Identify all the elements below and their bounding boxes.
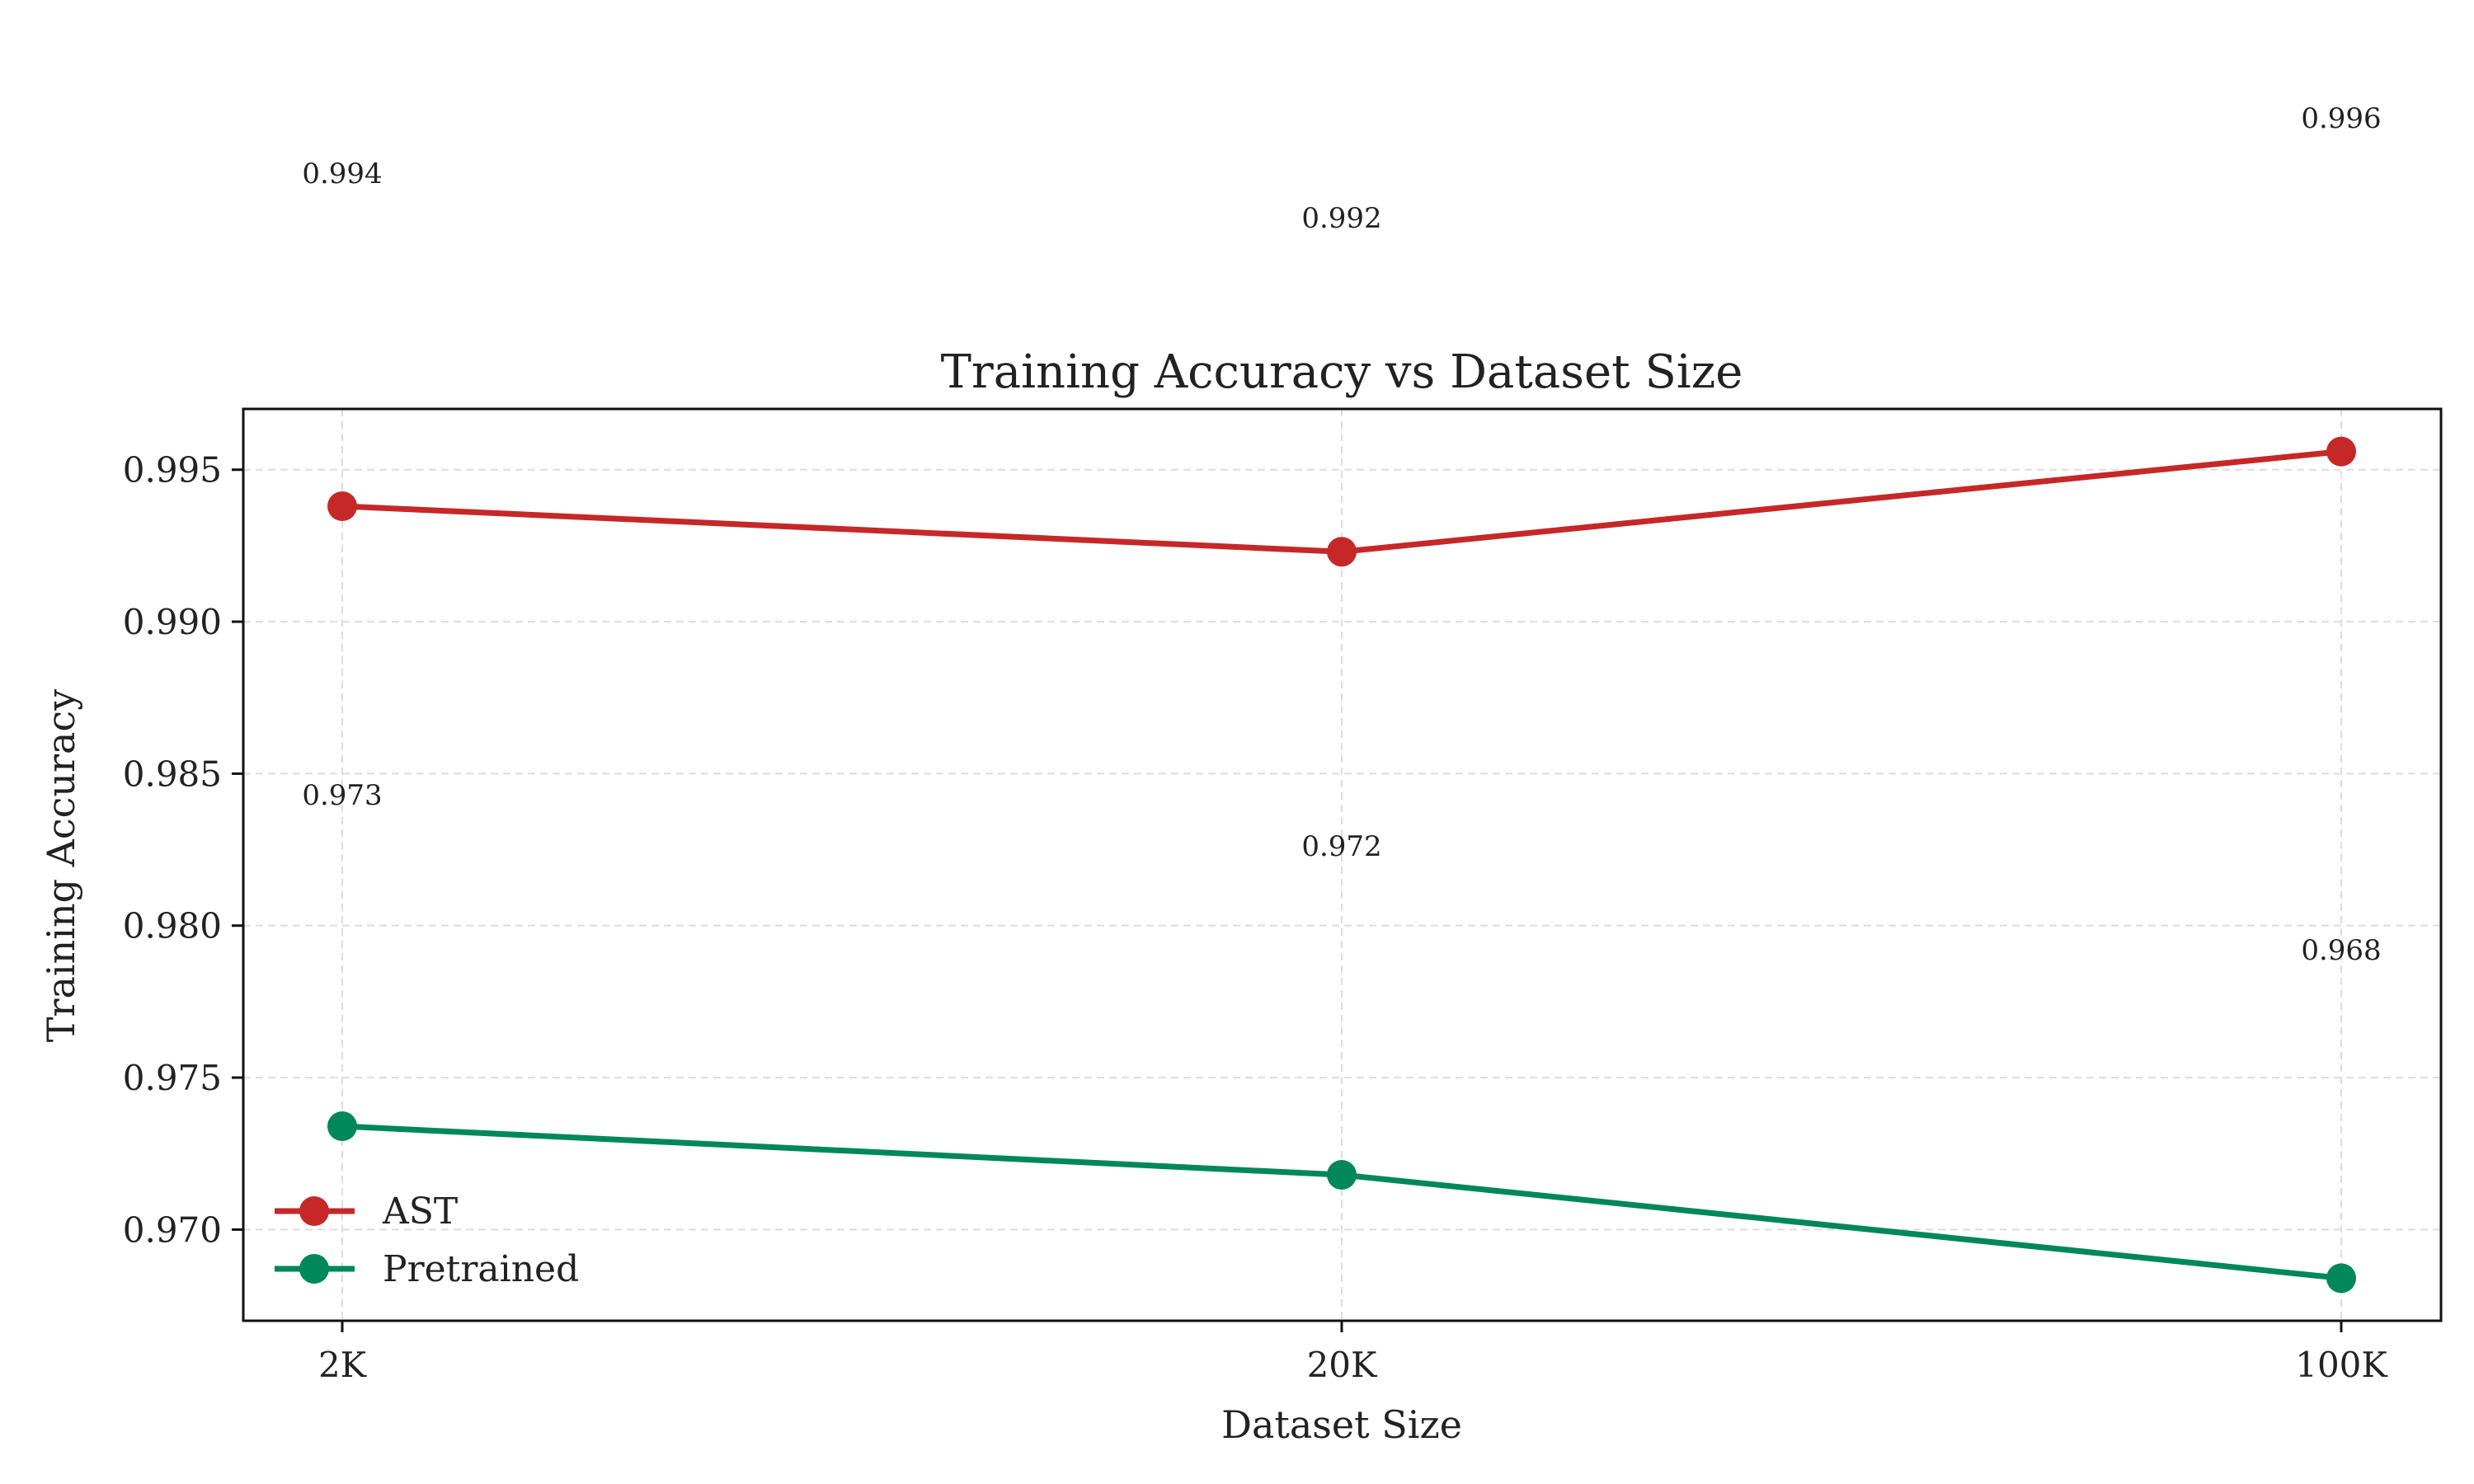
x-axis-title: Dataset Size	[1221, 1402, 1462, 1447]
y-tick-label: 0.990	[123, 602, 222, 642]
chart-title: Training Accuracy vs Dataset Size	[941, 345, 1743, 399]
legend-label: AST	[382, 1190, 458, 1233]
legend-swatch-marker	[299, 1254, 329, 1284]
data-label-pretrained: 0.973	[302, 779, 382, 812]
data-point-pretrained	[2326, 1263, 2356, 1294]
y-tick-label: 0.970	[123, 1209, 222, 1250]
y-axis: 0.970 0.975 0.980 0.985 0.990 0.995	[123, 450, 243, 1250]
y-axis-title: Training Accuracy	[39, 689, 83, 1042]
y-tick-label: 0.985	[123, 754, 222, 794]
x-axis: 2K 20K 100K	[318, 1321, 2388, 1385]
data-point-ast	[327, 491, 357, 521]
legend-label: Pretrained	[383, 1248, 579, 1290]
data-label-pretrained: 0.972	[1301, 830, 1381, 863]
series-group	[327, 436, 2356, 1294]
x-tick-label: 2K	[318, 1345, 368, 1385]
y-tick-label: 0.980	[123, 906, 222, 946]
legend-swatch-marker	[299, 1196, 329, 1226]
data-point-ast	[2326, 436, 2356, 467]
x-tick-label: 20K	[1307, 1345, 1378, 1385]
legend-item-pretrained: Pretrained	[275, 1248, 579, 1290]
legend: AST Pretrained	[275, 1190, 579, 1290]
x-tick-label: 100K	[2295, 1345, 2388, 1385]
data-labels: 0.994 0.992 0.996 0.973 0.972 0.968	[302, 102, 2381, 967]
data-label-ast: 0.996	[2301, 102, 2381, 135]
data-point-pretrained	[1327, 1160, 1357, 1190]
y-tick-label: 0.995	[123, 450, 222, 491]
data-point-pretrained	[327, 1111, 357, 1142]
y-tick-label: 0.975	[123, 1058, 222, 1098]
legend-item-ast: AST	[275, 1190, 458, 1233]
data-point-ast	[1327, 537, 1357, 567]
data-label-ast: 0.992	[1301, 202, 1381, 235]
data-label-pretrained: 0.968	[2301, 934, 2381, 967]
data-label-ast: 0.994	[302, 157, 382, 190]
